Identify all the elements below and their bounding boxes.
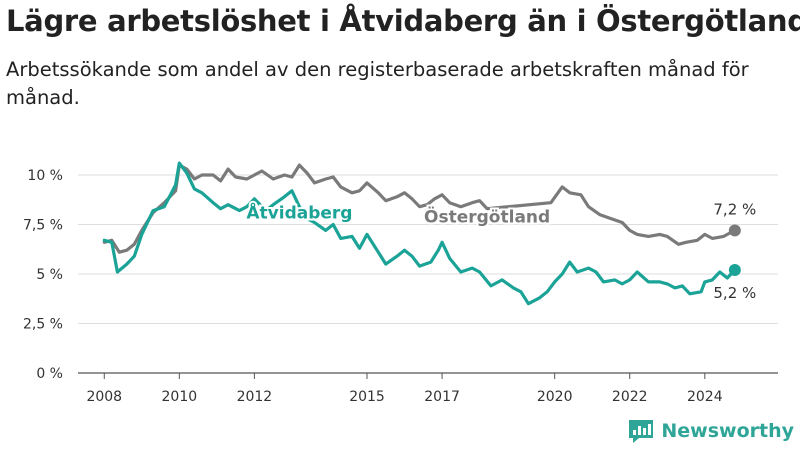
end-markers: 7,2 % 5,2 % — [713, 200, 756, 302]
page-subtitle: Arbetssökande som andel av den registerb… — [6, 58, 749, 109]
end-marker-sterg-tland — [728, 224, 741, 237]
end-label-tvidaberg: 5,2 % — [713, 284, 756, 302]
y-tick-label: 0 % — [36, 366, 63, 382]
x-tick-label: 2024 — [687, 389, 723, 405]
grid-lines — [78, 174, 778, 374]
y-tick-label: 7,5 % — [23, 218, 63, 234]
series-annotations: Åtvidaberg Östergötland — [244, 199, 552, 230]
page-title: Lägre arbetslöshet i Åtvidaberg än i Öst… — [6, 4, 800, 38]
y-tick-label: 2,5 % — [23, 317, 63, 333]
x-tick-label: 2010 — [162, 389, 198, 405]
series-line-tvidaberg — [102, 161, 737, 306]
series-annotation-tvidaberg: Åtvidaberg — [246, 201, 352, 224]
end-label-sterg-tland: 7,2 % — [713, 200, 756, 218]
brand-logo: Newsworthy — [627, 418, 794, 444]
series-line-sterg-tland — [102, 163, 737, 254]
x-tick-label: 2015 — [349, 389, 385, 405]
y-tick-label: 10 % — [27, 168, 63, 184]
x-tick-label: 2012 — [237, 389, 273, 405]
x-tick-label: 2020 — [537, 389, 573, 405]
x-tick-label: 2008 — [86, 389, 122, 405]
x-axis-ticks: 2008 2010 2012 2015 2017 2020 2022 2024 — [86, 373, 723, 405]
brand-name: Newsworthy — [661, 420, 794, 442]
newsworthy-logo-icon — [629, 420, 654, 443]
x-tick-label: 2022 — [612, 389, 648, 405]
x-tick-label: 2017 — [424, 389, 460, 405]
series-annotation-sterg-tland: Östergötland — [424, 206, 550, 228]
end-marker-tvidaberg — [728, 264, 741, 277]
y-axis-ticks: 0 % 2,5 % 5 % 7,5 % 10 % — [23, 168, 63, 382]
series-lines — [102, 161, 737, 306]
y-tick-label: 5 % — [36, 267, 63, 283]
